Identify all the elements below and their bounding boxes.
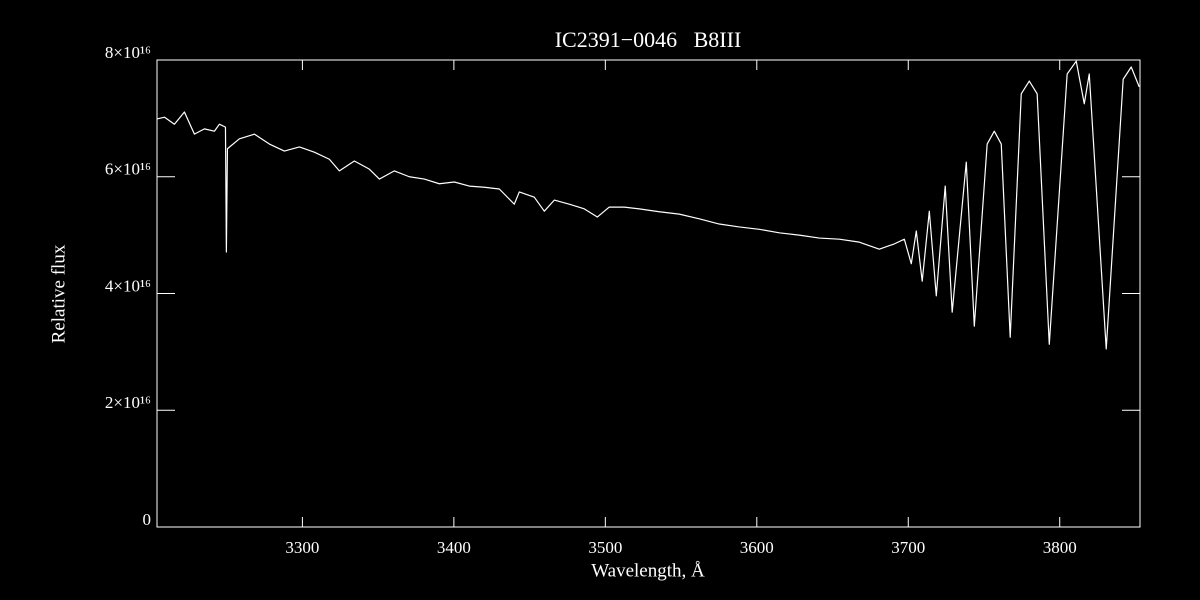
- y-tick-label: 0: [143, 510, 152, 529]
- x-tick-label: 3700: [891, 538, 925, 557]
- y-tick-label: 4×10¹⁶: [105, 276, 151, 295]
- x-tick-label: 3600: [740, 538, 774, 557]
- x-tick-label: 3400: [437, 538, 471, 557]
- x-tick-label: 3300: [285, 538, 319, 557]
- y-tick-label: 8×10¹⁶: [105, 43, 151, 62]
- x-tick-label: 3500: [588, 538, 622, 557]
- x-axis-label: Wavelength, Å: [591, 560, 705, 581]
- plot-frame: [156, 59, 1141, 528]
- chart-title: IC2391−0046 B8III: [555, 27, 742, 52]
- spectrum-line: [156, 60, 1140, 350]
- x-tick-label: 3800: [1043, 538, 1077, 557]
- y-tick-label: 2×10¹⁶: [105, 393, 151, 412]
- y-tick-label: 6×10¹⁶: [105, 160, 151, 179]
- y-axis-label: Relative flux: [48, 244, 69, 343]
